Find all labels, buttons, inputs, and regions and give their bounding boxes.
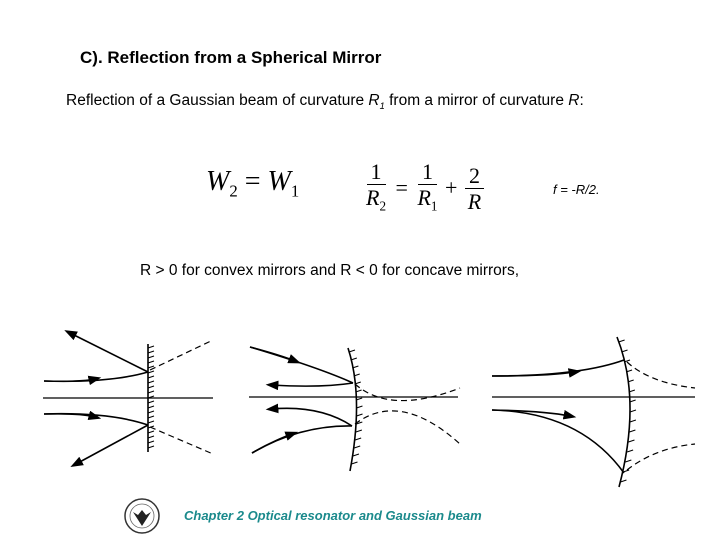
mirror-hatch — [147, 420, 155, 424]
fraction: 1 R2 — [366, 160, 386, 219]
denominator: R — [468, 189, 481, 215]
subscript: 2 — [229, 181, 238, 201]
intro-part: from a mirror of curvature — [384, 92, 569, 109]
numerator: 2 — [464, 164, 484, 190]
denominator: R2 — [366, 185, 386, 219]
intro-text: Reflection of a Gaussian beam of curvatu… — [66, 92, 584, 111]
mirror-hatch — [628, 439, 635, 443]
r1-symbol: R — [368, 92, 380, 109]
mirror-hatch — [147, 355, 155, 359]
mirror-hatch — [147, 375, 155, 379]
mirror-hatch — [147, 380, 155, 384]
mirror-hatch — [626, 449, 634, 453]
mirror-hatch — [147, 435, 155, 439]
mirror-hatch — [147, 400, 155, 404]
w-symbol: W — [267, 166, 291, 197]
mirror-hatch — [355, 429, 363, 433]
mirror-hatch — [621, 349, 628, 353]
r-symbol: R — [417, 185, 431, 210]
mirror-hatch — [147, 390, 155, 394]
mirror-hatch — [625, 369, 633, 373]
mirror-hatch — [147, 365, 155, 369]
mirror-hatch — [354, 445, 361, 449]
mirror-hatch — [628, 389, 636, 393]
mirror-hatch — [629, 409, 637, 413]
mirror-hatch — [147, 440, 155, 444]
sign-convention-text: R > 0 for convex mirrors and R < 0 for c… — [140, 262, 520, 279]
plus: + — [445, 174, 458, 200]
mirror-hatch — [147, 350, 155, 354]
fraction: 1 R1 — [417, 160, 437, 219]
mirror-hatch — [351, 461, 358, 465]
mirror-hatch — [147, 345, 155, 349]
subscript: 1 — [430, 198, 438, 214]
mirror-hatch — [354, 381, 361, 385]
slide-title: C). Reflection from a Spherical Mirror — [80, 48, 382, 67]
mirror-hatch — [629, 429, 636, 433]
mirror-hatch — [348, 349, 356, 353]
mirror-hatch — [350, 357, 357, 361]
focal-length-note: f = -R/2. — [553, 182, 600, 197]
mirror-hatch — [356, 397, 363, 401]
r-symbol: R — [467, 189, 482, 215]
mirror-hatch — [627, 379, 634, 383]
r-symbol: R — [568, 92, 580, 109]
mirror-hatch — [147, 415, 155, 419]
numerator: 1 — [417, 160, 437, 185]
mirror-hatch — [147, 410, 155, 414]
subscript: 1 — [290, 181, 300, 201]
mirror-hatch — [629, 399, 636, 403]
intro-part: : — [579, 92, 584, 109]
mirror-hatch — [355, 389, 362, 393]
denominator: R1 — [417, 185, 437, 219]
mirror-hatch — [147, 445, 155, 449]
r1-subscript: 1 — [379, 101, 385, 112]
mirror-hatch — [147, 430, 155, 434]
mirror-hatch — [147, 385, 155, 389]
r-symbol: R — [366, 185, 380, 210]
mirror-hatch — [147, 405, 155, 409]
equation-waist: W2 = W1 — [206, 166, 299, 202]
mirror-hatch — [147, 395, 155, 399]
intro-part: Reflection of a Gaussian beam of curvatu… — [66, 92, 369, 109]
concave-mirror-diagram — [491, 336, 696, 488]
university-logo — [124, 498, 160, 534]
mirror-hatch — [352, 365, 359, 369]
mirror-hatch — [356, 405, 363, 409]
mirror-hatch — [622, 469, 630, 473]
equals: = — [237, 166, 268, 197]
mirror-hatch — [353, 373, 360, 377]
mirror-hatch — [354, 437, 362, 441]
equals: = — [395, 174, 408, 200]
subscript: 2 — [379, 198, 387, 214]
plane-mirror-diagram — [43, 330, 214, 468]
mirror-hatch — [618, 339, 625, 343]
mirror-hatch — [625, 459, 632, 463]
mirror-hatch — [629, 419, 637, 423]
numerator: 1 — [366, 160, 386, 185]
mirror-hatch — [623, 359, 631, 363]
mirror-hatch — [352, 453, 360, 457]
mirror-hatch — [147, 370, 155, 374]
mirror-hatch — [147, 360, 155, 364]
convex-mirror-diagram — [249, 346, 461, 472]
mirror-hatch — [356, 413, 363, 417]
mirror-hatch — [356, 421, 363, 425]
mirror-hatch — [620, 479, 627, 483]
footer-chapter-title: Chapter 2 Optical resonator and Gaussian… — [184, 508, 482, 523]
w-symbol: W — [206, 166, 230, 197]
